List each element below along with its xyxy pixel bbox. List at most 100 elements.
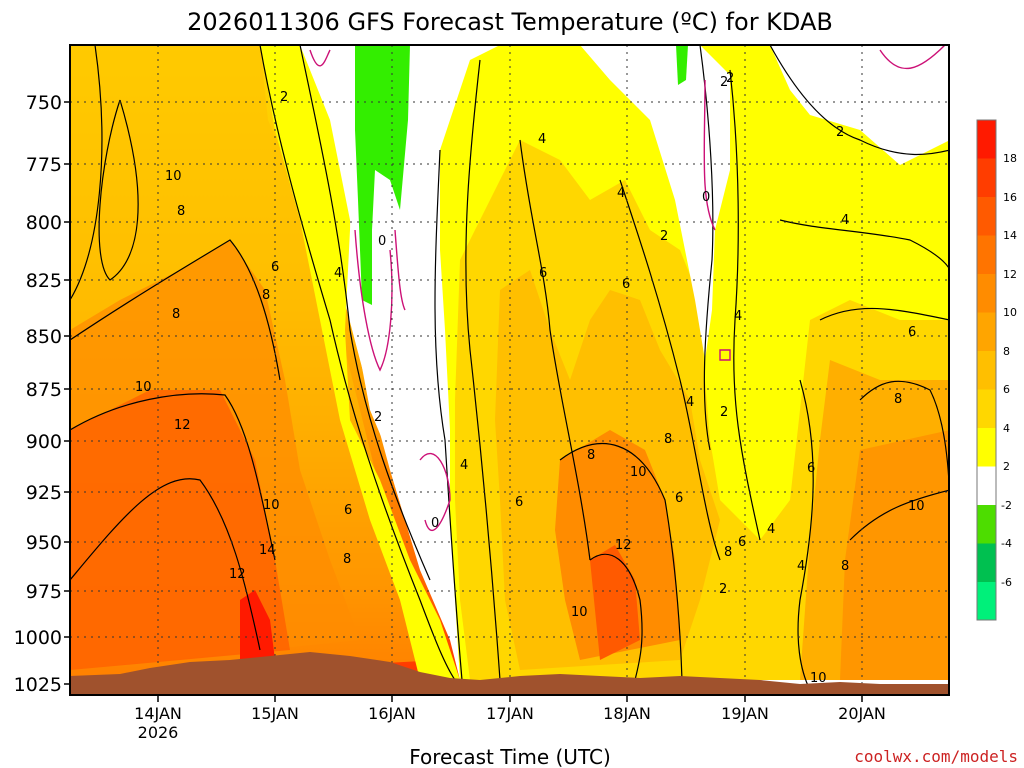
colorbar-label: 4 [1003, 422, 1010, 435]
contour-lines [70, 45, 949, 691]
contour-label: 8 [587, 448, 595, 463]
colorbar-swatch [977, 120, 996, 159]
contour-label: 8 [664, 432, 672, 447]
contour-labels: 2 8 8 10 12 6 8 4 2 0 10 14 12 6 8 2 4 0… [135, 71, 925, 686]
contour-label: 8 [172, 307, 180, 322]
warm-core-far-right [840, 430, 949, 680]
y-tick-label: 875 [26, 379, 62, 401]
x-tick-label: 14JAN [134, 704, 182, 723]
colorbar-swatch [977, 235, 996, 274]
colorbar-frame [976, 119, 997, 621]
colorbar-label: 8 [1003, 345, 1010, 358]
contour-label: 4 [797, 559, 805, 574]
colorbar-swatch [977, 274, 996, 313]
contour-label: 12 [174, 418, 191, 433]
contour-label: 4 [334, 266, 342, 281]
contour-label: 2 [660, 229, 668, 244]
contour-label: 10 [630, 465, 647, 480]
cold-tongue [300, 45, 460, 640]
contour-label: 4 [767, 522, 775, 537]
contour-label: 10 [571, 605, 588, 620]
colorbar-label: 18 [1003, 152, 1017, 165]
terrain [70, 652, 949, 695]
contour-label: 6 [271, 260, 279, 275]
contour-label: 2 [836, 125, 844, 140]
colorbar-swatch [977, 466, 996, 505]
y-tick-label: 850 [26, 326, 62, 348]
contour-label: 8 [894, 392, 902, 407]
y-tick-label: 1000 [14, 627, 62, 649]
subzero-pocket-small [676, 45, 688, 85]
colorbar-label: -2 [1001, 499, 1012, 512]
contour-label: 2 [720, 405, 728, 420]
contour-label: 6 [344, 503, 352, 518]
y-tick-label: 825 [26, 270, 62, 292]
contour-label: 6 [675, 491, 683, 506]
colorbar-swatch [977, 428, 996, 467]
y-tick-label: 750 [26, 92, 62, 114]
contour-label: 8 [841, 559, 849, 574]
contour-label: 4 [686, 395, 694, 410]
contour-label: 2 [719, 582, 727, 597]
contour-label: 4 [841, 213, 849, 228]
colorbar-swatch [977, 312, 996, 351]
x-tick-label: 16JAN [368, 704, 416, 723]
colorbar-swatch [977, 158, 996, 197]
hot-core-right [555, 430, 680, 660]
credit-text: coolwx.com/models [854, 747, 1018, 766]
x-tick-label: 20JAN [838, 704, 886, 723]
contour-label: 4 [734, 309, 742, 324]
x-tick-label: 19JAN [721, 704, 769, 723]
contour-label: 0 [702, 190, 710, 205]
hot-spot-right [590, 545, 640, 660]
contour-label: 10 [908, 499, 925, 514]
contour-label: 2 [374, 410, 382, 425]
colorbar-label: 14 [1003, 229, 1017, 242]
colorbar-label: 10 [1003, 306, 1017, 319]
contour-label: 10 [165, 169, 182, 184]
x-axis-title: Forecast Time (UTC) [409, 745, 611, 768]
y-tick-label: 925 [26, 482, 62, 504]
contour-label: 6 [515, 495, 523, 510]
x-tick-label: 18JAN [603, 704, 651, 723]
y-tick-label: 775 [26, 154, 62, 176]
plot-area [70, 45, 949, 695]
colorbar-label: 12 [1003, 268, 1017, 281]
colorbar: 18 16 14 12 10 8 6 4 2 -2 -4 -6 [976, 119, 1017, 621]
x-tick-label: 15JAN [251, 704, 299, 723]
contour-label: 10 [263, 498, 280, 513]
subzero-pocket [355, 45, 410, 305]
contour-label: 0 [378, 234, 386, 249]
contour-label: 6 [539, 266, 547, 281]
contour-label: 6 [622, 277, 630, 292]
y-tick-label: 900 [26, 431, 62, 453]
yellow-band-left [260, 45, 460, 680]
hot-core-left [70, 390, 290, 670]
contour-label: 2 [720, 75, 728, 90]
contour-label: 4 [538, 132, 546, 147]
colorbar-label: -4 [1001, 537, 1012, 550]
colorbar-swatch [977, 505, 996, 544]
x-axis: 14JAN 2026 15JAN 16JAN 17JAN 18JAN 19JAN… [134, 695, 886, 742]
x-tick-sublabel: 2026 [138, 723, 179, 742]
contour-label: 0 [431, 516, 439, 531]
y-tick-label: 950 [26, 532, 62, 554]
hot-spot-left [240, 590, 275, 665]
cold-patch-top-right [770, 45, 949, 165]
contour-label: 6 [908, 325, 916, 340]
y-axis: 750 775 800 825 850 875 900 925 950 975 … [14, 92, 70, 696]
zero-contours [309, 45, 946, 532]
contour-label: 6 [807, 461, 815, 476]
y-tick-label: 1025 [14, 674, 62, 696]
colorbar-label: 6 [1003, 383, 1010, 396]
colorbar-swatch [977, 389, 996, 428]
contour-label: 8 [177, 204, 185, 219]
contour-label: 2 [280, 90, 288, 105]
y-tick-label: 975 [26, 581, 62, 603]
contour-label: 10 [810, 671, 827, 686]
colorbar-label: -6 [1001, 576, 1012, 589]
contour-label: 8 [262, 288, 270, 303]
chart-title: 2026011306 GFS Forecast Temperature (ºC)… [187, 8, 833, 36]
colorbar-swatch [977, 351, 996, 390]
